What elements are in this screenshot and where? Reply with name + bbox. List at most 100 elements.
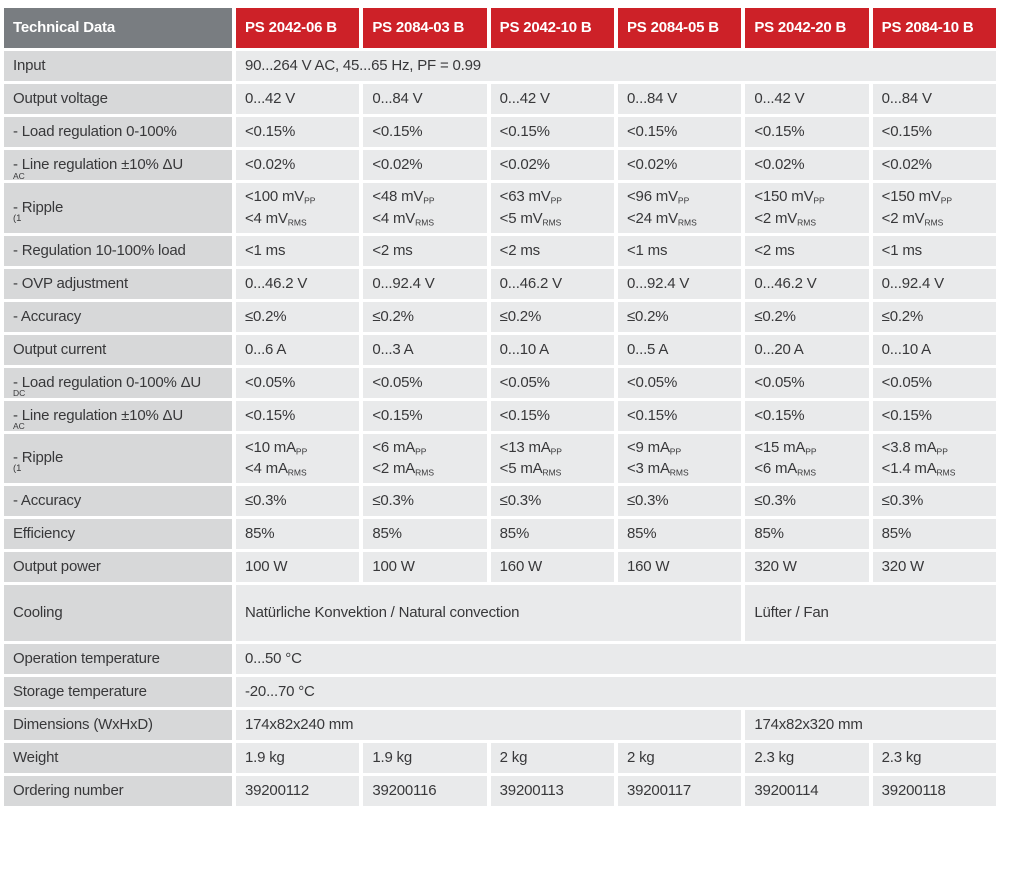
- spec-value: 0...92.4 V: [372, 274, 435, 292]
- spec-cell: 0...84 V: [363, 84, 487, 114]
- spec-value: ≤0.2%: [754, 307, 796, 325]
- spec-value: 39200114: [754, 782, 819, 800]
- spec-value: 39200118: [881, 782, 946, 800]
- spec-value: 0...92.4 V: [881, 274, 944, 292]
- spec-value: <0.15%: [754, 406, 805, 424]
- spec-value: <4 mVRMS: [245, 209, 307, 228]
- spec-cell: -20...70 °C: [236, 677, 996, 707]
- spec-cell: <0.02%: [618, 150, 742, 180]
- spec-value: 0...42 V: [245, 90, 296, 108]
- spec-cell: 0...20 A: [745, 334, 869, 365]
- spec-cell: 2 kg: [618, 743, 742, 773]
- spec-cell: ≤0.2%: [745, 301, 869, 332]
- row-label: Storage temperature: [4, 677, 232, 707]
- spec-value: <0.02%: [754, 156, 805, 174]
- row-label: Operation temperature: [4, 644, 232, 674]
- spec-cell: 320 W: [872, 552, 996, 582]
- spec-value: <0.15%: [245, 123, 296, 141]
- spec-cell: <0.15%: [745, 117, 869, 147]
- row-label: - Regulation 10-100% load: [4, 235, 232, 266]
- spec-value: <96 mVPP: [627, 188, 690, 206]
- spec-cell: <0.15%: [618, 117, 742, 147]
- spec-value: ≤0.3%: [499, 492, 542, 510]
- row-label: - Load regulation 0-100% ΔU DC: [4, 367, 232, 398]
- spec-value: ≤0.2%: [372, 307, 414, 325]
- spec-cell: <1 ms: [236, 235, 360, 266]
- spec-value: <9 mAPP: [627, 438, 682, 457]
- spec-value: <0.15%: [499, 123, 550, 141]
- spec-value: 0...42 V: [754, 90, 805, 108]
- spec-cell: <0.15%: [618, 400, 742, 431]
- spec-cell: 0...6 A: [236, 334, 360, 365]
- row-label: Output voltage: [4, 84, 232, 114]
- spec-value: <5 mARMS: [499, 460, 562, 478]
- spec-cell: ≤0.3%: [490, 486, 614, 516]
- spec-value: <0.05%: [627, 373, 678, 391]
- spec-value: 85%: [372, 525, 402, 543]
- spec-cell: 0...92.4 V: [618, 268, 742, 299]
- spec-cell: <3.8 mAPP <1.4 mARMS: [872, 433, 996, 483]
- spec-value: 0...50 °C: [245, 650, 302, 668]
- spec-cell: 0...46.2 V: [745, 268, 869, 299]
- spec-value: ≤0.3%: [881, 492, 924, 510]
- spec-cell: 90...264 V AC, 45...65 Hz, PF = 0.99: [236, 51, 996, 81]
- spec-cell: 85%: [618, 519, 742, 549]
- spec-value: 2.3 kg: [881, 749, 922, 767]
- spec-cell: <0.05%: [745, 367, 869, 398]
- spec-value: <0.15%: [245, 406, 296, 424]
- technical-data-table: Technical Data PS 2042-06 B PS 2084-03 B PS…: [4, 8, 996, 806]
- spec-cell: ≤0.3%: [618, 486, 742, 516]
- spec-cell: 0...3 A: [363, 334, 487, 365]
- spec-value: 0...46.2 V: [754, 274, 817, 292]
- spec-value: <1 ms: [245, 241, 286, 259]
- spec-cell: 320 W: [745, 552, 869, 582]
- spec-value: 39200112: [245, 782, 310, 800]
- spec-value: <4 mVRMS: [372, 209, 434, 228]
- row-label: Output current: [4, 334, 232, 365]
- spec-value: 0...42 V: [499, 90, 550, 108]
- spec-value: 0...20 A: [754, 340, 804, 358]
- spec-cell: <0.02%: [363, 150, 487, 180]
- row-label: - Ripple (1: [4, 433, 232, 483]
- spec-value: 0...46.2 V: [245, 274, 308, 292]
- spec-cell: <1 ms: [618, 235, 742, 266]
- spec-cell: <0.05%: [363, 367, 487, 398]
- product-header: PS 2042-20 B: [745, 8, 869, 48]
- spec-cell: ≤0.2%: [872, 301, 996, 332]
- row-label: - OVP adjustment: [4, 268, 232, 299]
- spec-value: 2 kg: [499, 749, 528, 767]
- spec-value: <6 mARMS: [754, 460, 816, 478]
- spec-value: 0...84 V: [372, 90, 423, 108]
- spec-value: <2 mARMS: [372, 460, 434, 478]
- product-header: PS 2042-06 B: [236, 8, 360, 48]
- spec-value: <0.15%: [754, 123, 805, 141]
- spec-cell: <0.15%: [872, 117, 996, 147]
- spec-value: <2 ms: [372, 241, 413, 259]
- spec-value: 100 W: [372, 558, 415, 576]
- product-header: PS 2084-05 B: [618, 8, 742, 48]
- spec-value: 0...6 A: [245, 340, 287, 358]
- spec-cell: ≤0.3%: [872, 486, 996, 516]
- spec-cell: 85%: [490, 519, 614, 549]
- row-label: Ordering number: [4, 776, 232, 806]
- spec-value: 39200113: [499, 782, 564, 800]
- row-label: Output power: [4, 552, 232, 582]
- spec-cell: Natürliche Konvektion / Natural convecti…: [236, 585, 742, 641]
- spec-cell: 39200112: [236, 776, 360, 806]
- table-title: Technical Data: [4, 8, 232, 48]
- spec-cell: <9 mAPP <3 mARMS: [618, 433, 742, 483]
- row-label: - Ripple (1: [4, 183, 232, 233]
- spec-value: 0...10 A: [499, 340, 549, 358]
- spec-cell: <10 mAPP <4 mARMS: [236, 433, 360, 483]
- spec-value: ≤0.2%: [499, 307, 542, 325]
- spec-value: Lüfter / Fan: [754, 604, 829, 622]
- spec-cell: 85%: [363, 519, 487, 549]
- spec-cell: 174x82x320 mm: [745, 710, 996, 740]
- spec-value: <2 mVRMS: [881, 209, 944, 228]
- spec-cell: ≤0.2%: [363, 301, 487, 332]
- spec-cell: <0.02%: [236, 150, 360, 180]
- spec-cell: 0...42 V: [745, 84, 869, 114]
- spec-value: 0...84 V: [627, 90, 678, 108]
- spec-value: 0...3 A: [372, 340, 414, 358]
- spec-value: <2 ms: [754, 241, 795, 259]
